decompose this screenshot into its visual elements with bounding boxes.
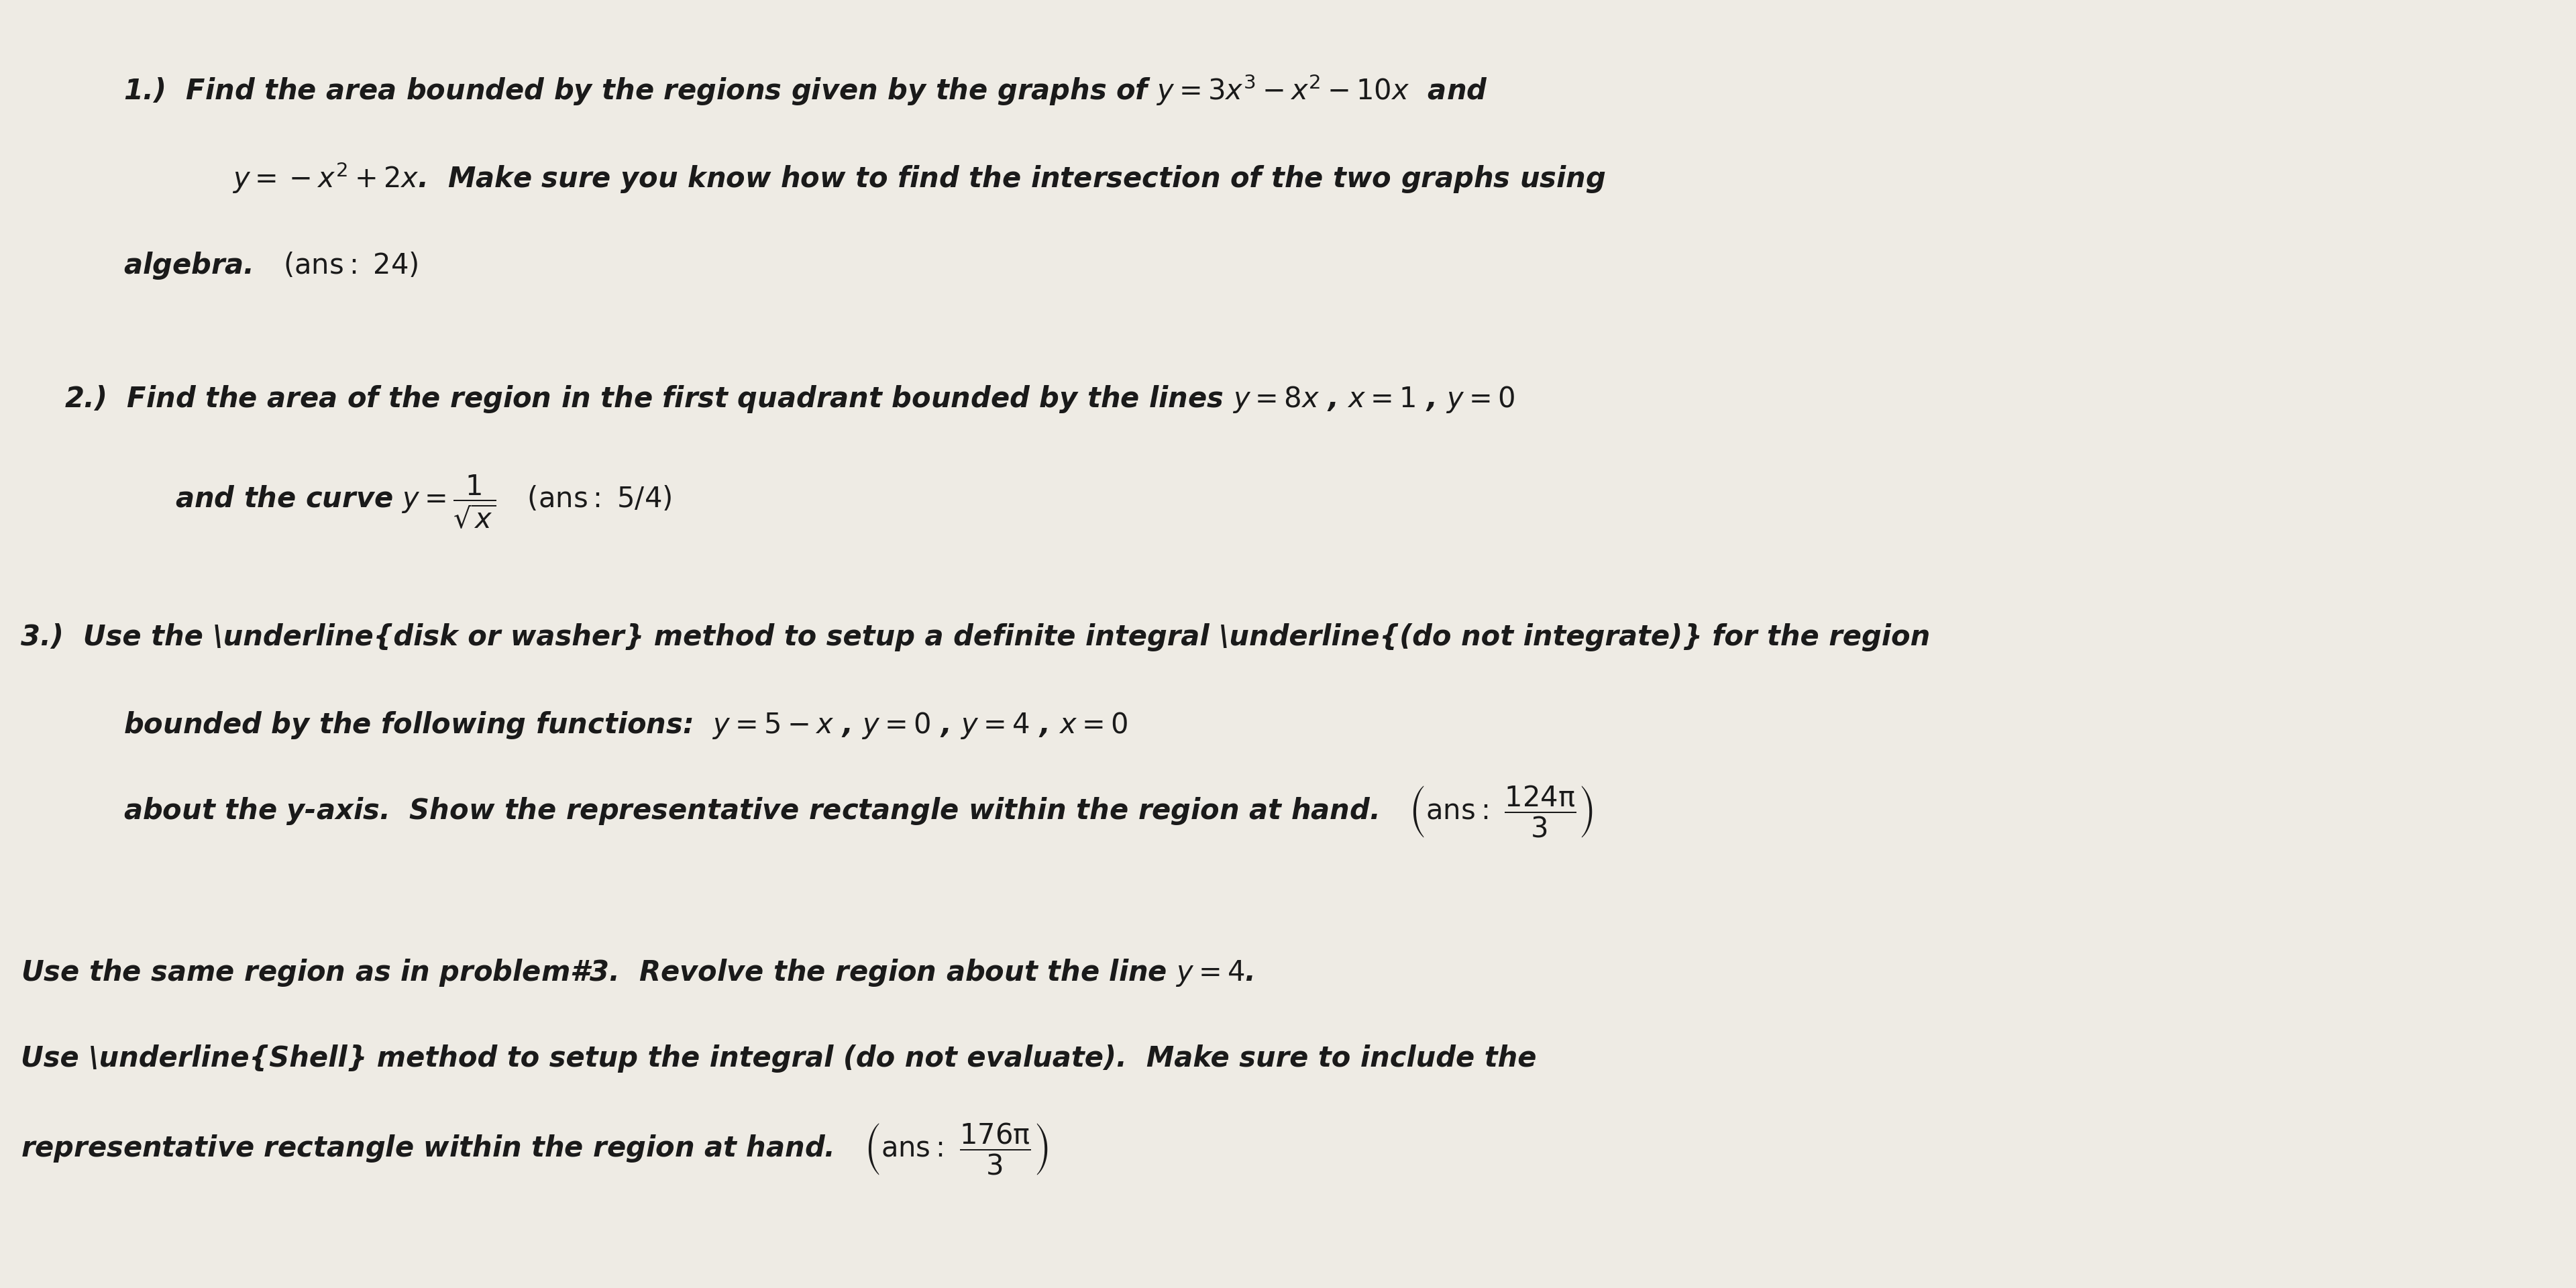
Text: Use the same region as in problem#3.  Revolve the region about the line $y = 4$.: Use the same region as in problem#3. Rev… bbox=[21, 957, 1255, 988]
Text: and the curve $y = \dfrac{1}{\sqrt{x}}$   $\left(\mathrm{ans:\ 5/4}\right)$: and the curve $y = \dfrac{1}{\sqrt{x}}$ … bbox=[175, 474, 672, 531]
Text: representative rectangle within the region at hand.   $\left(\mathrm{ans:\ \dfra: representative rectangle within the regi… bbox=[21, 1122, 1048, 1176]
Text: algebra.   $\left(\mathrm{ans:\ 24}\right)$: algebra. $\left(\mathrm{ans:\ 24}\right)… bbox=[124, 250, 417, 281]
Text: $y = -x^2 + 2x$.  Make sure you know how to find the intersection of the two gra: $y = -x^2 + 2x$. Make sure you know how … bbox=[232, 161, 1605, 194]
Text: 3.)  Use the \underline{disk or washer} method to setup a definite integral \und: 3.) Use the \underline{disk or washer} m… bbox=[21, 623, 1929, 652]
Text: bounded by the following functions:  $y = 5 - x$ , $y = 0$ , $y = 4$ , $x = 0$: bounded by the following functions: $y =… bbox=[124, 710, 1128, 741]
Text: 1.)  Find the area bounded by the regions given by the graphs of $y = 3x^3 - x^2: 1.) Find the area bounded by the regions… bbox=[124, 73, 1489, 107]
Text: 2.)  Find the area of the region in the first quadrant bounded by the lines $y =: 2.) Find the area of the region in the f… bbox=[64, 384, 1515, 415]
Text: Use \underline{Shell} method to setup the integral (do not evaluate).  Make sure: Use \underline{Shell} method to setup th… bbox=[21, 1045, 1535, 1073]
Text: about the y-axis.  Show the representative rectangle within the region at hand. : about the y-axis. Show the representativ… bbox=[124, 784, 1595, 838]
